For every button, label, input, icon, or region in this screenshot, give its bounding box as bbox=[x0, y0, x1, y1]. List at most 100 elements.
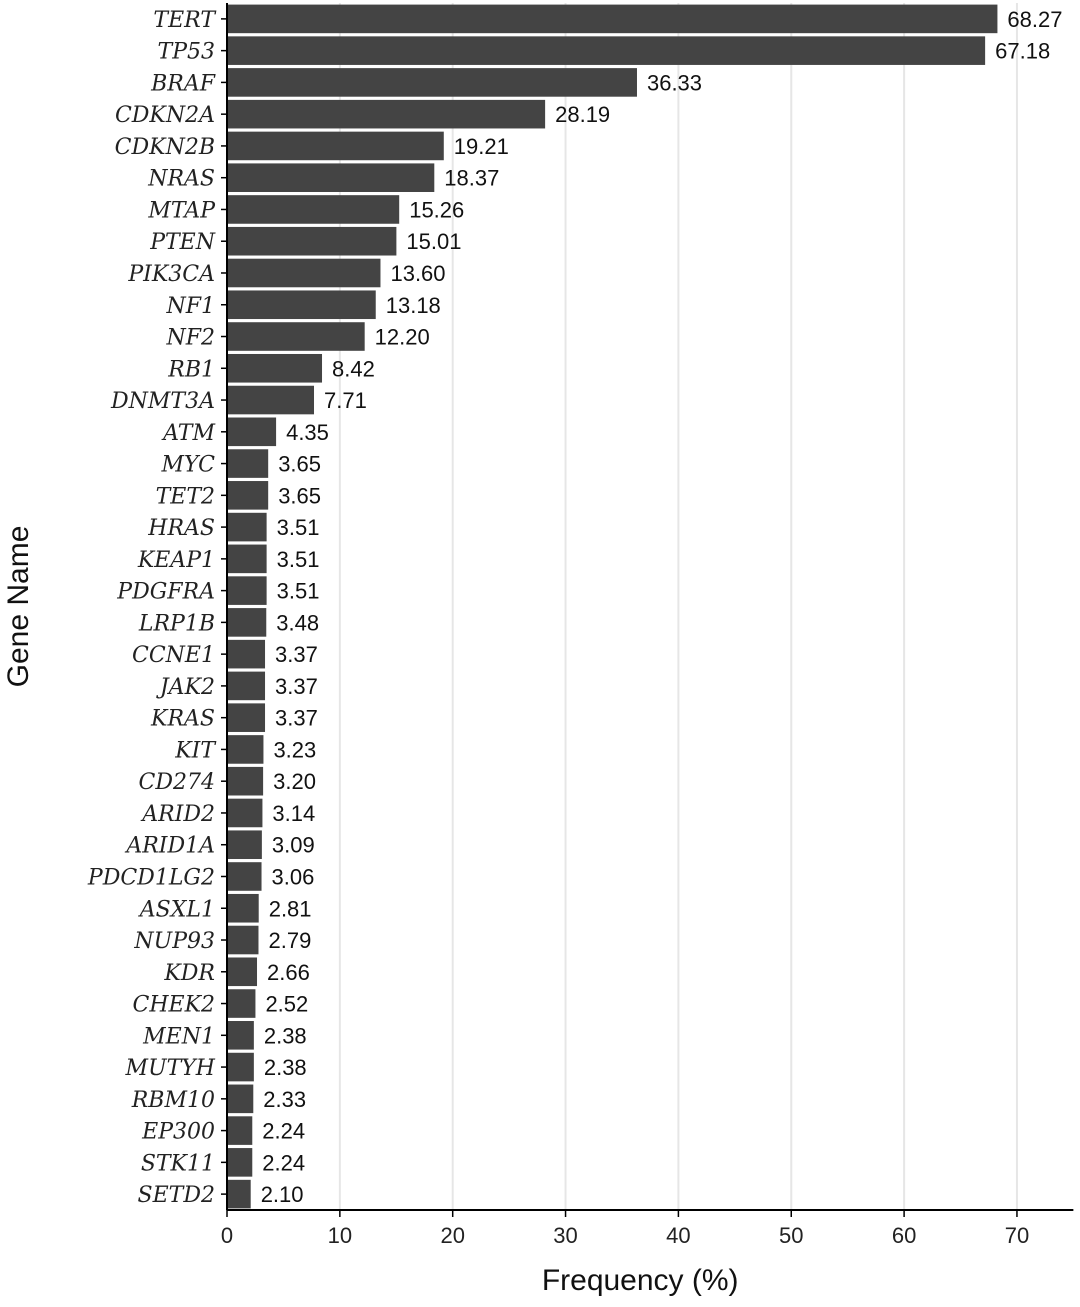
bar bbox=[227, 131, 444, 161]
bar bbox=[227, 925, 259, 955]
x-tick-label: 30 bbox=[553, 1223, 577, 1248]
data-label: 2.38 bbox=[264, 1055, 307, 1080]
bar bbox=[227, 481, 269, 510]
x-axis-ticks: 0 10 20 30 40 50 60 70 bbox=[221, 1210, 1029, 1248]
y-tick-label: MUTYH bbox=[125, 1056, 216, 1081]
data-label: 3.37 bbox=[275, 642, 318, 667]
data-label: 28.19 bbox=[555, 102, 610, 127]
x-axis-title: Frequency (%) bbox=[542, 1264, 739, 1297]
bar bbox=[227, 766, 264, 796]
bar bbox=[227, 4, 998, 34]
bar bbox=[227, 798, 263, 828]
y-tick-label: ARID1A bbox=[124, 834, 215, 859]
y-tick-label: PIK3CA bbox=[127, 262, 215, 287]
y-tick-label: STK11 bbox=[141, 1151, 215, 1176]
bar bbox=[227, 290, 376, 320]
bar bbox=[227, 1084, 254, 1114]
y-tick-label: LRP1B bbox=[138, 611, 215, 636]
y-tick-label: CDKN2B bbox=[115, 135, 215, 160]
x-tick-label: 0 bbox=[221, 1223, 233, 1248]
bar bbox=[227, 195, 400, 224]
y-tick-label: KRAS bbox=[150, 707, 215, 732]
data-label: 3.48 bbox=[276, 610, 319, 635]
bar bbox=[227, 68, 637, 97]
y-tick-label: RB1 bbox=[167, 357, 215, 382]
y-tick-label: MYC bbox=[161, 453, 216, 478]
y-tick-label: CDKN2A bbox=[115, 103, 215, 128]
x-tick-label: 10 bbox=[328, 1223, 352, 1248]
bar bbox=[227, 862, 262, 891]
data-label: 2.10 bbox=[261, 1182, 304, 1207]
x-tick-label: 70 bbox=[1005, 1223, 1029, 1248]
y-tick-label: HRAS bbox=[147, 516, 215, 541]
data-label: 3.51 bbox=[277, 515, 320, 540]
y-tick-label: PDGFRA bbox=[116, 580, 215, 605]
y-tick-label: EP300 bbox=[141, 1120, 215, 1145]
data-label: 3.65 bbox=[278, 452, 321, 477]
bar bbox=[227, 957, 258, 987]
data-label: 13.60 bbox=[390, 261, 445, 286]
y-tick-label: CD274 bbox=[139, 770, 215, 795]
data-label: 3.51 bbox=[277, 579, 320, 604]
data-label: 3.65 bbox=[278, 483, 321, 508]
data-label: 13.18 bbox=[386, 293, 441, 318]
bar bbox=[227, 639, 266, 669]
data-label: 3.14 bbox=[272, 801, 315, 826]
data-label: 2.79 bbox=[268, 928, 311, 953]
bar bbox=[227, 1179, 251, 1209]
data-label: 3.37 bbox=[275, 706, 318, 731]
y-tick-label: ARID2 bbox=[140, 802, 215, 827]
data-label: 7.71 bbox=[324, 388, 367, 413]
y-tick-label: KDR bbox=[163, 961, 215, 986]
data-label: 3.23 bbox=[273, 737, 316, 762]
data-label: 68.27 bbox=[1007, 7, 1062, 32]
data-label: 2.81 bbox=[269, 896, 312, 921]
data-labels: 68.27 67.18 36.33 28.19 19.21 18.37 15.26 15.01… bbox=[261, 7, 1063, 1207]
y-tick-label: MEN1 bbox=[142, 1024, 215, 1049]
bar bbox=[227, 449, 269, 478]
y-axis-tick-labels: TERT TP53 BRAF CDKN2A CDKN2B NRAS MTAP PTEN PIK3… bbox=[87, 8, 227, 1208]
bar bbox=[227, 1116, 253, 1145]
data-label: 2.52 bbox=[265, 992, 308, 1017]
bar bbox=[227, 1148, 253, 1177]
data-label: 2.24 bbox=[262, 1150, 305, 1175]
y-tick-label: NRAS bbox=[147, 167, 215, 192]
data-label: 2.66 bbox=[267, 960, 310, 985]
y-tick-label: CCNE1 bbox=[132, 643, 215, 668]
y-tick-label: ASXL1 bbox=[138, 897, 215, 922]
data-label: 8.42 bbox=[332, 356, 375, 381]
bar bbox=[227, 989, 256, 1018]
y-tick-label: KIT bbox=[174, 738, 217, 763]
bar bbox=[227, 608, 267, 637]
data-label: 3.20 bbox=[273, 769, 316, 794]
data-label: 4.35 bbox=[286, 420, 329, 445]
y-tick-label: MTAP bbox=[147, 198, 216, 223]
bar bbox=[227, 576, 267, 605]
y-tick-label: TERT bbox=[153, 8, 217, 33]
y-tick-label: SETD2 bbox=[138, 1183, 215, 1208]
y-tick-label: DNMT3A bbox=[110, 389, 215, 414]
bar bbox=[227, 735, 264, 764]
bar bbox=[227, 544, 267, 574]
bar bbox=[227, 99, 546, 129]
y-tick-label: CHEK2 bbox=[132, 993, 215, 1018]
x-tick-label: 60 bbox=[892, 1223, 916, 1248]
data-label: 3.09 bbox=[272, 833, 315, 858]
data-label: 15.01 bbox=[406, 229, 461, 254]
data-label: 36.33 bbox=[647, 70, 702, 95]
y-tick-label: TP53 bbox=[158, 40, 215, 65]
data-label: 2.33 bbox=[263, 1087, 306, 1112]
bar bbox=[227, 417, 277, 447]
bar bbox=[227, 671, 266, 701]
x-tick-label: 50 bbox=[779, 1223, 803, 1248]
y-tick-label: NF1 bbox=[165, 294, 215, 319]
data-label: 15.26 bbox=[409, 197, 464, 222]
data-label: 18.37 bbox=[444, 166, 499, 191]
bar bbox=[227, 1052, 254, 1082]
y-tick-label: PTEN bbox=[149, 230, 216, 255]
bar bbox=[227, 353, 323, 383]
bar bbox=[227, 893, 259, 923]
bar bbox=[227, 512, 267, 542]
y-tick-label: NF2 bbox=[165, 326, 215, 351]
bar bbox=[227, 226, 397, 256]
